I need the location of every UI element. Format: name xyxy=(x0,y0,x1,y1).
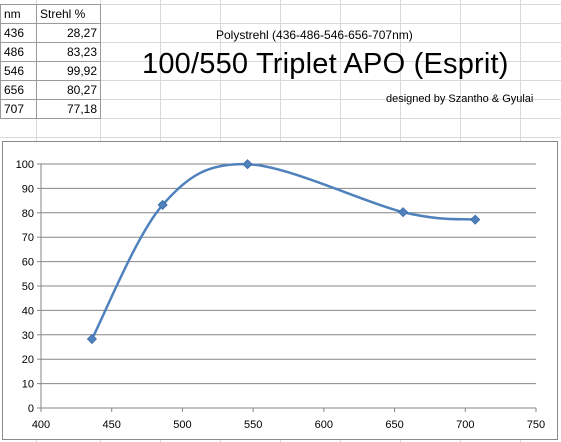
y-tick-label: 10 xyxy=(22,379,34,391)
table-header-row: nm Strehl % xyxy=(0,4,101,24)
y-tick-label: 70 xyxy=(22,232,34,244)
data-point-marker xyxy=(157,199,168,210)
y-tick-label: 90 xyxy=(22,183,34,195)
table-cell[interactable]: 656 xyxy=(0,80,37,100)
data-table: nm Strehl % 436 28,27 486 83,23 546 99,92 656 80,… xyxy=(0,4,101,119)
y-tick-label: 30 xyxy=(22,330,34,342)
table-cell[interactable]: 77,18 xyxy=(36,99,101,119)
x-tick-label: 450 xyxy=(103,419,121,431)
y-tick-label: 40 xyxy=(22,305,34,317)
y-tick-label: 0 xyxy=(28,403,34,415)
x-tick-label: 700 xyxy=(456,419,474,431)
x-tick-label: 750 xyxy=(527,419,545,431)
y-tick-label: 50 xyxy=(22,281,34,293)
y-tick-label: 100 xyxy=(16,159,34,171)
chart-area[interactable]: 0 10 20 30 40 50 60 70 80 90 100 400 450 500 550 600 650… xyxy=(2,141,558,440)
table-cell[interactable]: nm xyxy=(0,4,37,24)
table-row: 546 99,92 xyxy=(0,61,101,81)
table-cell[interactable]: 28,27 xyxy=(36,23,101,43)
table-cell[interactable]: 83,23 xyxy=(36,42,101,62)
series-line xyxy=(90,162,476,340)
strehl-line-chart: 0 10 20 30 40 50 60 70 80 90 100 400 450 500 550 600 650… xyxy=(16,159,546,431)
x-tick-label: 650 xyxy=(385,419,403,431)
table-cell[interactable]: 546 xyxy=(0,61,37,81)
table-cell[interactable]: 436 xyxy=(0,23,37,43)
page-title: 100/550 Triplet APO (Esprit) xyxy=(142,48,509,80)
chart-subtitle: Polystrehl (436-486-546-656-707nm) xyxy=(216,28,413,42)
x-tick-label: 500 xyxy=(173,419,191,431)
table-row: 707 77,18 xyxy=(0,99,101,119)
table-row: 486 83,23 xyxy=(0,42,101,62)
x-tick-label: 400 xyxy=(32,419,50,431)
x-tick-label: 600 xyxy=(315,419,333,431)
table-cell[interactable]: 486 xyxy=(0,42,37,62)
y-tick-label: 20 xyxy=(22,354,34,366)
table-cell[interactable]: 80,27 xyxy=(36,80,101,100)
table-row: 656 80,27 xyxy=(0,80,101,100)
table-cell[interactable]: 707 xyxy=(0,99,37,119)
data-point-marker xyxy=(86,333,97,345)
x-tick-label: 550 xyxy=(244,419,262,431)
table-cell[interactable]: 99,92 xyxy=(36,61,101,81)
data-point-marker xyxy=(242,159,253,170)
table-row: 436 28,27 xyxy=(0,23,101,43)
y-tick-label: 60 xyxy=(22,257,34,269)
designer-credit: designed by Szantho & Gyulai xyxy=(386,93,534,105)
y-tick-label: 80 xyxy=(22,208,34,220)
table-cell[interactable]: Strehl % xyxy=(36,4,101,24)
data-point-marker xyxy=(470,214,481,225)
data-point-marker xyxy=(397,207,409,218)
